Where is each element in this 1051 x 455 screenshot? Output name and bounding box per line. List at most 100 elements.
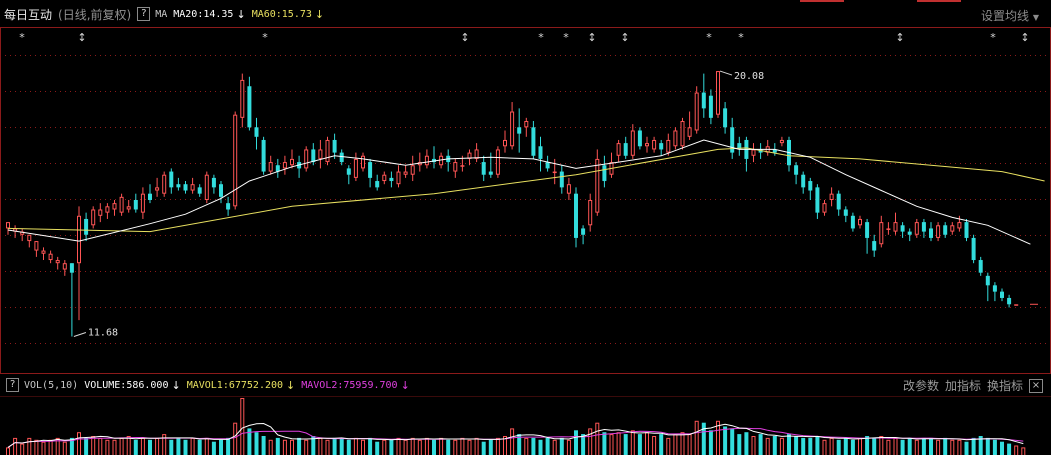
candle-body xyxy=(410,165,415,175)
volume-bar xyxy=(992,439,997,455)
volume-bar xyxy=(900,439,905,455)
candle-body xyxy=(346,168,351,175)
event-marker: * xyxy=(706,31,712,44)
volume-bar xyxy=(27,437,32,455)
ma60-value: MA60:15.73 xyxy=(251,8,312,20)
volume-bar xyxy=(985,437,990,455)
switch-indicator-button[interactable]: 换指标 xyxy=(986,379,1023,393)
candle-body xyxy=(126,206,131,210)
volume-bar xyxy=(574,430,578,455)
volume-bar xyxy=(1000,441,1004,455)
candle-body xyxy=(687,127,692,137)
candle-body xyxy=(275,165,280,172)
volume-bar xyxy=(929,437,933,455)
vol-label: VOL(5,10) xyxy=(24,379,79,391)
close-icon[interactable]: × xyxy=(1029,378,1043,393)
volume-bar xyxy=(6,447,10,455)
candle-body xyxy=(34,241,39,251)
volume-bar xyxy=(850,439,855,455)
candle-body xyxy=(701,92,706,109)
candle-body xyxy=(169,171,174,188)
candle-body xyxy=(829,193,834,200)
volume-bar xyxy=(105,439,110,455)
volume-bar xyxy=(77,432,81,455)
volume-bar xyxy=(673,434,678,455)
volume-bar xyxy=(240,398,245,455)
event-marker: * xyxy=(990,31,996,44)
volume-bar xyxy=(268,439,273,455)
volume-bar xyxy=(140,437,145,455)
event-marker: ↕ xyxy=(460,31,469,44)
candle-body xyxy=(453,162,458,172)
candle-body xyxy=(801,174,806,188)
event-marker: * xyxy=(262,31,268,44)
volume-bar xyxy=(41,441,46,455)
candle-body xyxy=(55,260,60,264)
candle-body xyxy=(836,193,841,210)
volume-bar xyxy=(91,436,96,455)
volume-bar xyxy=(943,437,948,455)
add-indicator-button[interactable]: 加指标 xyxy=(944,379,981,393)
candle-body xyxy=(872,241,877,251)
candle-body xyxy=(119,196,124,213)
candle-body xyxy=(290,158,294,166)
help-icon[interactable]: ? xyxy=(137,7,151,21)
volume-bar xyxy=(254,432,259,455)
volume-bar xyxy=(808,437,813,455)
candle-body xyxy=(723,108,728,128)
volume-bar xyxy=(488,439,493,455)
volume-bar xyxy=(701,422,706,455)
volume-bar xyxy=(531,437,536,455)
volume-bar xyxy=(190,437,195,455)
volume-bar xyxy=(368,437,373,455)
help-icon[interactable]: ? xyxy=(6,378,19,392)
volume-bar xyxy=(48,439,53,455)
volume-bar xyxy=(211,441,216,455)
volume-bar xyxy=(148,439,152,455)
volume-bar xyxy=(964,441,969,455)
settings-ma-button[interactable]: 设置均线 ▼ xyxy=(981,7,1039,24)
volume-bar xyxy=(84,437,89,455)
candle-body xyxy=(552,171,557,174)
volume-bar xyxy=(183,439,188,455)
candle-body xyxy=(325,139,330,163)
candle-body xyxy=(545,162,550,169)
volume-bar xyxy=(538,439,543,455)
candle-body xyxy=(985,275,990,286)
candle-body xyxy=(737,143,742,150)
candle-body xyxy=(588,200,593,226)
volume-bar xyxy=(694,420,699,455)
volume-bar xyxy=(297,437,302,455)
candle-body xyxy=(361,155,365,169)
candle-body xyxy=(886,228,891,230)
low-price-label: 11.68 xyxy=(88,328,118,339)
candle-body xyxy=(226,203,231,210)
candle-body xyxy=(772,149,777,153)
candle-body xyxy=(69,263,74,273)
event-marker: ↕ xyxy=(1020,31,1029,44)
candle-body xyxy=(921,222,926,232)
volume-bar xyxy=(382,439,387,455)
volume-bar xyxy=(843,437,848,455)
volume-bar xyxy=(822,439,827,455)
volume-bar xyxy=(503,436,507,455)
event-marker: * xyxy=(563,31,569,44)
candle-body xyxy=(794,165,799,175)
stock-name: 每日互动 xyxy=(4,7,53,22)
volume-bar xyxy=(914,439,919,455)
volume-bar xyxy=(772,436,777,455)
candle-body xyxy=(140,193,145,213)
candle-body xyxy=(1000,291,1004,298)
volume-bar xyxy=(474,437,479,455)
volume-bar xyxy=(204,437,209,455)
volume-bar xyxy=(133,439,138,455)
candle-body xyxy=(98,209,103,216)
edit-params-button[interactable]: 改参数 xyxy=(902,379,939,393)
candle-body xyxy=(645,143,649,147)
volume-bar xyxy=(1007,443,1012,455)
chart-mode[interactable]: (日线,前复权) xyxy=(58,7,132,22)
candle-body xyxy=(481,162,486,175)
candle-body xyxy=(694,92,699,131)
volume-bar xyxy=(233,422,238,455)
